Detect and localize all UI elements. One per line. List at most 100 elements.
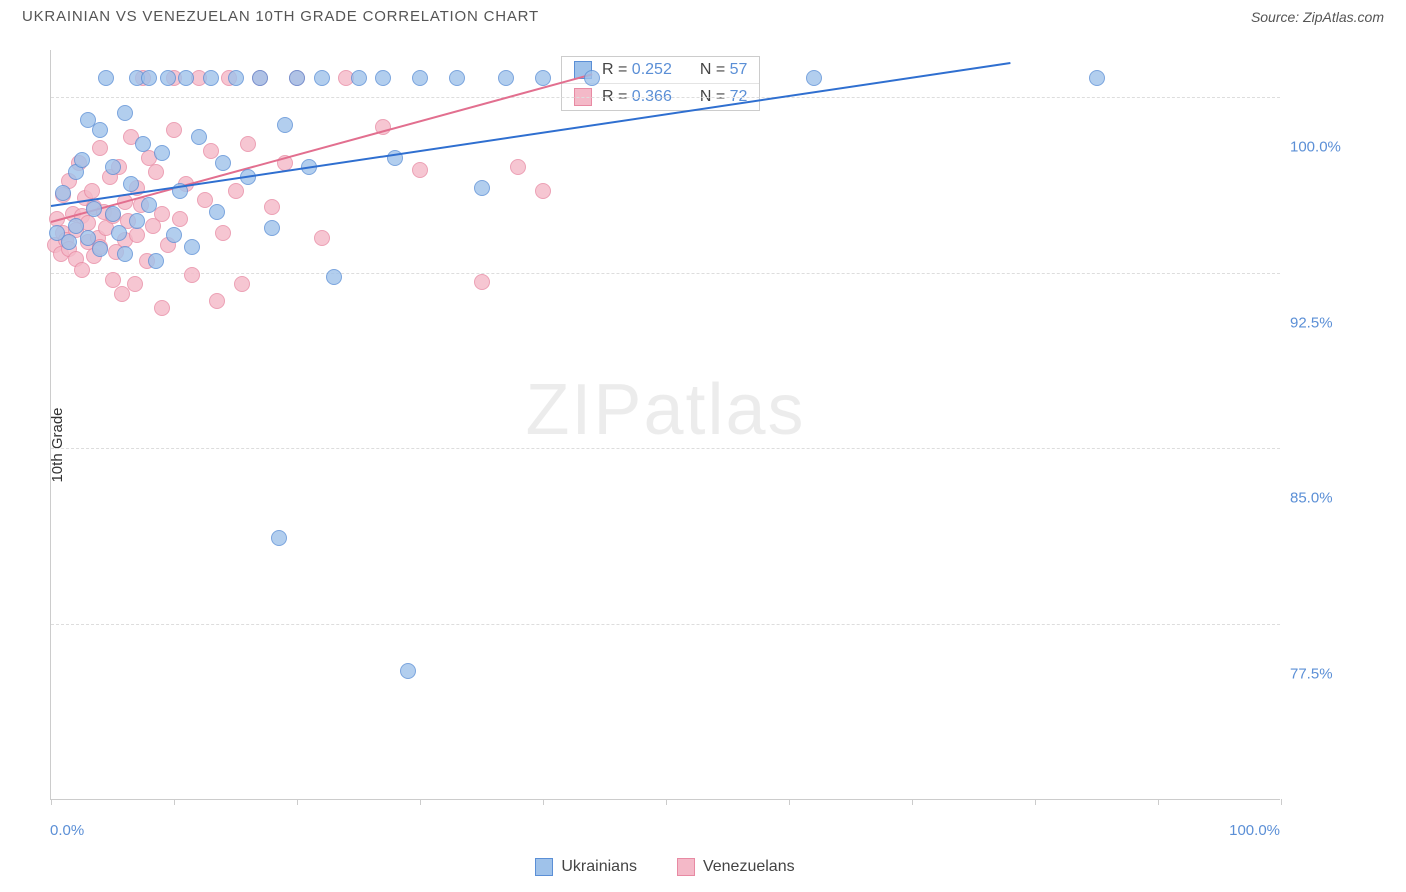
scatter-point (584, 70, 600, 86)
scatter-point (228, 183, 244, 199)
stat-n-label: N = 57 (700, 61, 748, 79)
scatter-point (264, 199, 280, 215)
scatter-point (209, 293, 225, 309)
scatter-point (129, 213, 145, 229)
x-tick-mark (420, 799, 421, 805)
scatter-point (474, 180, 490, 196)
x-tick-mark (666, 799, 667, 805)
x-tick-mark (789, 799, 790, 805)
gridline (51, 448, 1280, 449)
scatter-point (86, 201, 102, 217)
legend-item: Ukrainians (535, 858, 637, 876)
scatter-point (117, 105, 133, 121)
scatter-point (1089, 70, 1105, 86)
scatter-point (400, 663, 416, 679)
scatter-point (55, 185, 71, 201)
scatter-point (326, 269, 342, 285)
scatter-point (234, 276, 250, 292)
scatter-point (154, 145, 170, 161)
scatter-point (449, 70, 465, 86)
scatter-point (289, 70, 305, 86)
legend-label: Venezuelans (703, 858, 795, 876)
scatter-point (252, 70, 268, 86)
scatter-point (148, 164, 164, 180)
scatter-point (191, 129, 207, 145)
scatter-point (154, 300, 170, 316)
scatter-point (412, 70, 428, 86)
scatter-point (277, 117, 293, 133)
scatter-point (123, 176, 139, 192)
scatter-point (135, 136, 151, 152)
legend-label: Ukrainians (561, 858, 637, 876)
stat-n-value: 57 (730, 61, 748, 78)
stat-r-value: 0.252 (632, 61, 672, 78)
scatter-point (148, 253, 164, 269)
scatter-point (105, 206, 121, 222)
gridline (51, 97, 1280, 98)
scatter-point (412, 162, 428, 178)
x-axis-min-label: 0.0% (50, 822, 84, 839)
scatter-point (127, 276, 143, 292)
scatter-point (178, 70, 194, 86)
scatter-point (375, 70, 391, 86)
scatter-point (92, 241, 108, 257)
legend-swatch-icon (535, 858, 553, 876)
scatter-point (141, 197, 157, 213)
y-tick-label: 85.0% (1290, 490, 1333, 507)
scatter-point (314, 70, 330, 86)
scatter-point (264, 220, 280, 236)
scatter-point (92, 140, 108, 156)
watermark: ZIPatlas (525, 369, 805, 451)
gridline (51, 273, 1280, 274)
scatter-point (474, 274, 490, 290)
legend-item: Venezuelans (677, 858, 795, 876)
scatter-point (184, 239, 200, 255)
scatter-point (806, 70, 822, 86)
scatter-point (105, 159, 121, 175)
scatter-point (203, 70, 219, 86)
y-tick-label: 92.5% (1290, 314, 1333, 331)
scatter-point (215, 155, 231, 171)
chart-title: UKRAINIAN VS VENEZUELAN 10TH GRADE CORRE… (22, 8, 539, 25)
gridline (51, 624, 1280, 625)
series-legend: Ukrainians Venezuelans (50, 858, 1280, 876)
scatter-point (314, 230, 330, 246)
x-tick-mark (1158, 799, 1159, 805)
scatter-point (111, 225, 127, 241)
x-tick-mark (174, 799, 175, 805)
x-tick-mark (912, 799, 913, 805)
x-axis-max-label: 100.0% (1229, 822, 1280, 839)
scatter-point (105, 272, 121, 288)
scatter-point (498, 70, 514, 86)
scatter-point (215, 225, 231, 241)
y-tick-label: 77.5% (1290, 666, 1333, 683)
scatter-point (74, 152, 90, 168)
scatter-point (209, 204, 225, 220)
x-tick-mark (51, 799, 52, 805)
y-tick-label: 100.0% (1290, 138, 1341, 155)
scatter-point (166, 122, 182, 138)
x-tick-mark (543, 799, 544, 805)
scatter-point (61, 234, 77, 250)
scatter-point (98, 70, 114, 86)
scatter-point (240, 136, 256, 152)
source-attribution: Source: ZipAtlas.com (1251, 9, 1384, 25)
x-tick-mark (1035, 799, 1036, 805)
scatter-point (228, 70, 244, 86)
scatter-point (271, 530, 287, 546)
scatter-point (166, 227, 182, 243)
x-tick-mark (297, 799, 298, 805)
legend-swatch-icon (677, 858, 695, 876)
scatter-point (510, 159, 526, 175)
scatter-point (141, 70, 157, 86)
scatter-point (84, 183, 100, 199)
scatter-point (160, 70, 176, 86)
plot-area: ZIPatlas R = 0.252N = 57R = 0.366N = 72 (50, 50, 1280, 800)
scatter-point (351, 70, 367, 86)
scatter-point (172, 211, 188, 227)
scatter-point (535, 70, 551, 86)
scatter-point (74, 262, 90, 278)
chart-container: 10th Grade ZIPatlas R = 0.252N = 57R = 0… (50, 50, 1390, 840)
scatter-point (92, 122, 108, 138)
scatter-point (129, 227, 145, 243)
